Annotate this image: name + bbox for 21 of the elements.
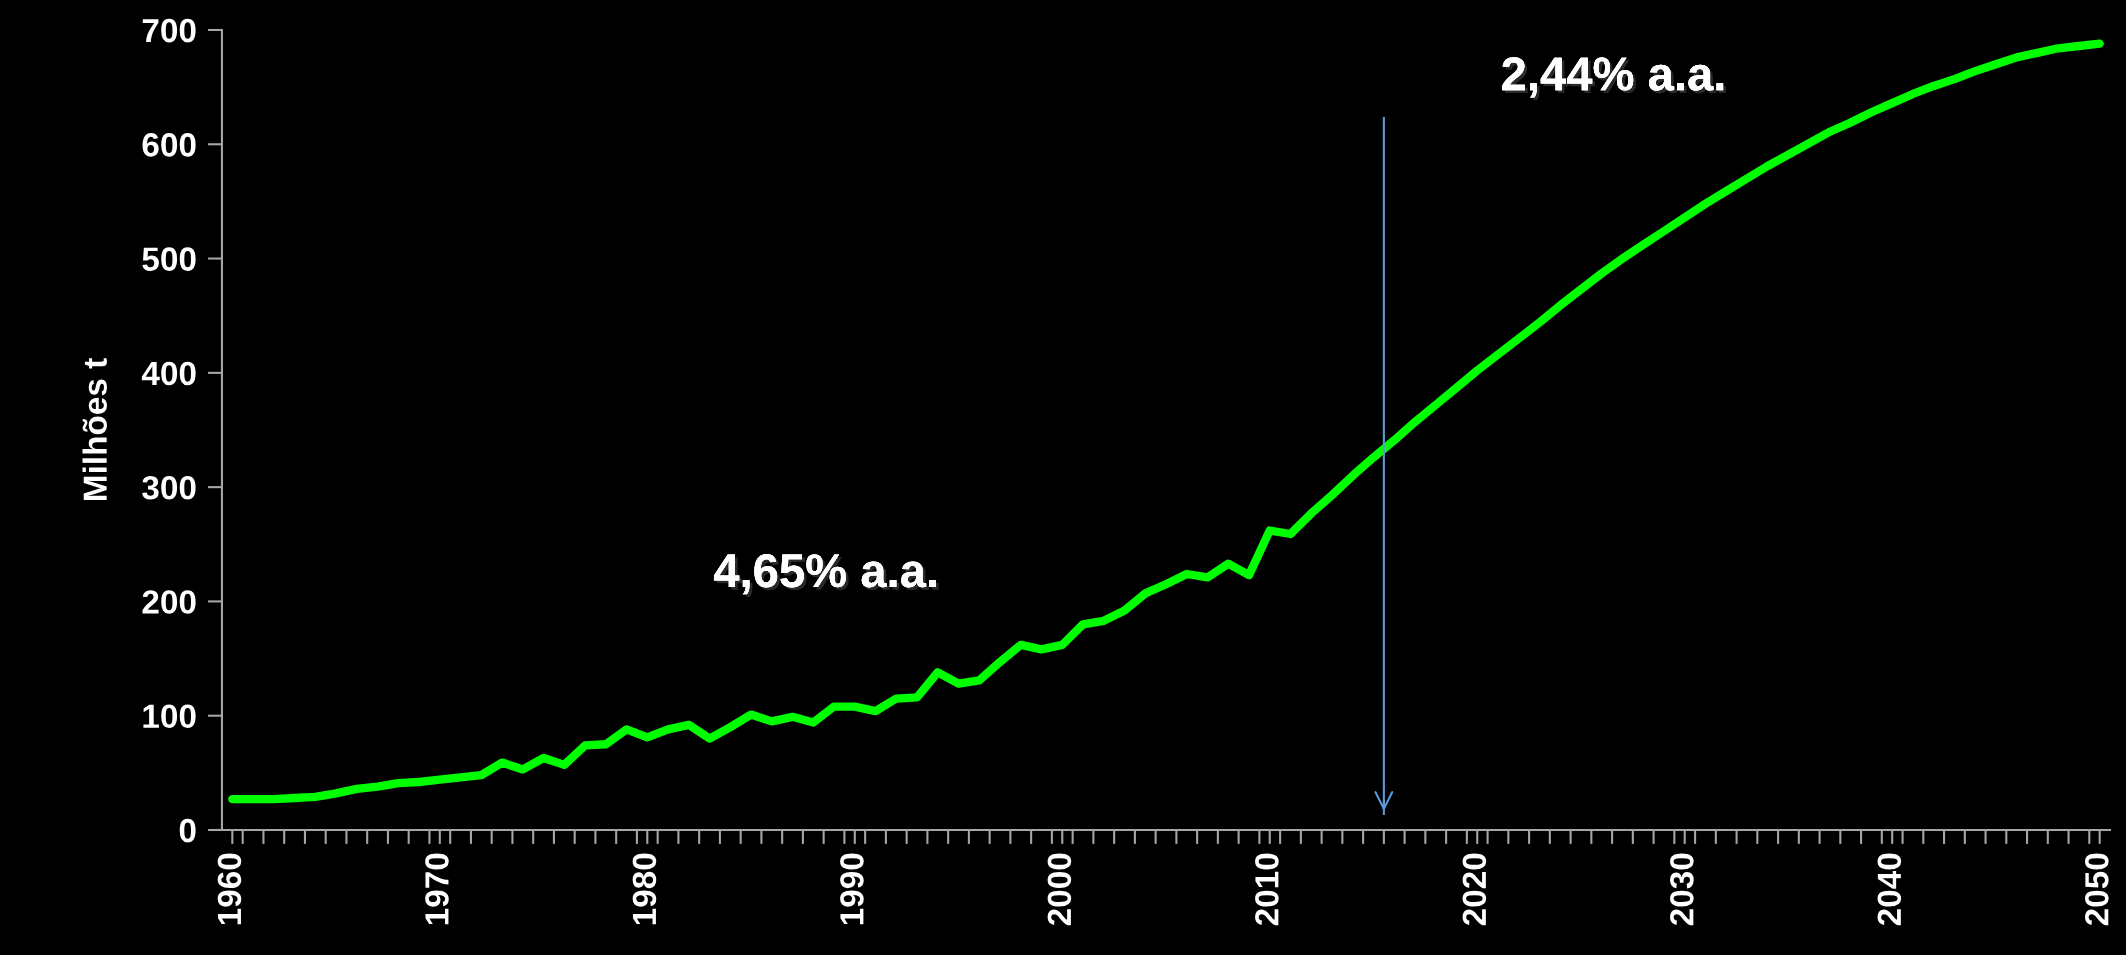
annotation: 4,65% a.a. — [713, 554, 939, 598]
y-tick-label: 700 — [142, 18, 196, 43]
x-tick-label: 2010 — [1255, 853, 1279, 926]
y-tick-label: 400 — [141, 361, 196, 386]
y-tick-label: 500 — [142, 247, 196, 271]
x-tick-label: 1990 — [840, 853, 864, 925]
y-axis-title: Milhões t — [82, 358, 107, 500]
x-tick-label: 2040 — [1877, 853, 1902, 926]
x-tick-label: 1980 — [632, 853, 657, 925]
annotation: 2,44% a.a. — [1502, 57, 1726, 101]
x-tick-label: 1960 — [217, 853, 242, 925]
y-tick-label: 0 — [179, 818, 196, 843]
y-tick-label: 600 — [142, 133, 196, 157]
y-tick-label: 200 — [142, 590, 196, 614]
x-tick-label: 1970 — [425, 853, 449, 925]
y-tick-label: 100 — [143, 704, 196, 729]
y-tick-label: 300 — [142, 475, 196, 500]
x-tick-label: 2020 — [1462, 853, 1487, 926]
x-tick-label: 2050 — [2085, 853, 2109, 926]
x-tick-label: 2000 — [1047, 853, 1072, 926]
x-tick-label: 2030 — [1670, 853, 1694, 926]
